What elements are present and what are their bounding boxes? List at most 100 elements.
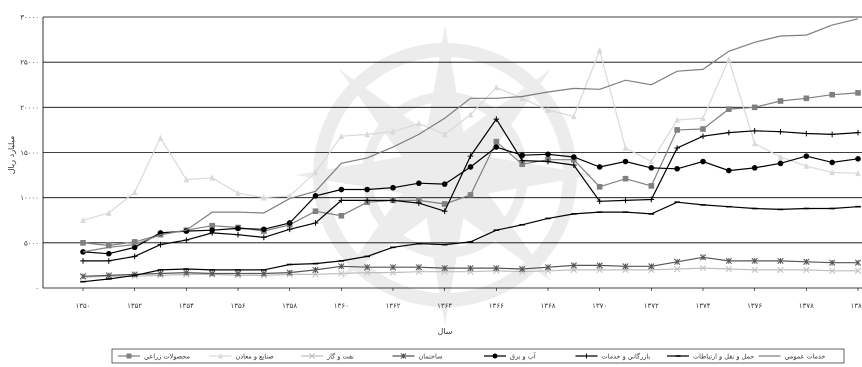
data-point: [364, 131, 370, 138]
x-axis-label: ﺳﺎﻝ: [438, 327, 453, 336]
y-axis-ticks: ۰ ۵۰۰۰ ۱۰۰۰۰ ۱۵۰۰۰ ۲۰۰۰۰ ۲۵۰۰۰ ۳۰۰۰۰: [20, 14, 39, 293]
data-point: [570, 262, 577, 269]
data-point: [364, 186, 370, 193]
data-point: [699, 264, 707, 272]
data-point: [261, 234, 267, 241]
data-point: [777, 266, 784, 274]
data-point: [338, 197, 345, 204]
data-point: [751, 165, 758, 171]
data-point: [674, 145, 680, 151]
data-point: [829, 159, 835, 166]
data-point: [584, 353, 589, 359]
y-tick-label: ۲۰۰۰۰: [20, 104, 39, 112]
data-point: [364, 197, 370, 204]
y-tick-label: ۳۰۰۰۰: [20, 14, 39, 22]
data-point: [312, 193, 319, 199]
data-point: [209, 174, 215, 181]
gridlines: [42, 16, 862, 289]
data-point: [751, 266, 758, 274]
data-point: [338, 270, 345, 277]
data-point: [131, 244, 138, 251]
x-tick-label: ۱۳۸۰: [850, 302, 862, 310]
data-point: [106, 258, 112, 264]
data-point: [829, 267, 836, 274]
data-point: [390, 184, 396, 191]
data-point: [157, 241, 164, 248]
data-point: [622, 197, 629, 204]
legend-item: ﻣﺤﺼﻮﻻﺕ ﺯﺭﺍﻋﻲ: [118, 353, 190, 361]
data-point: [493, 84, 500, 91]
data-point: [312, 220, 319, 226]
legend-item: ﺳﺎﺧﺘﻤﺎﻥ: [392, 353, 443, 361]
data-point: [726, 129, 732, 136]
x-tick-label: ۱۳۶۲: [385, 302, 400, 310]
data-point: [596, 262, 603, 269]
data-point: [131, 188, 138, 196]
data-point: [777, 98, 784, 104]
data-point: [700, 126, 706, 132]
data-point: [570, 266, 577, 274]
data-point: [648, 165, 655, 171]
data-point: [338, 263, 345, 270]
data-point: [571, 154, 577, 160]
x-tick-label: ۱۳۵۴: [179, 302, 194, 310]
legend-label: ﺳﺎﺧﺘﻤﺎﻥ: [419, 353, 443, 361]
data-point: [596, 164, 603, 170]
data-point: [674, 258, 681, 265]
data-point: [829, 131, 835, 138]
data-point: [441, 208, 448, 215]
data-point: [235, 189, 241, 196]
data-point: [855, 90, 861, 96]
x-tick-label: ۱۳۵۲: [127, 302, 142, 310]
x-tick-label: ۱۳۵۸: [282, 302, 297, 310]
series: [79, 254, 862, 280]
data-point: [261, 194, 267, 201]
data-point: [751, 128, 758, 134]
legend-item: ﺣﻤﻞ ﻭ ﻧﻘﻞ ﻭ ﺍﺭﺗﺒﺎﻃﺎﺕ: [667, 353, 754, 361]
legend-item: ﺁﺏ ﻭ ﺑﺮﻕ: [484, 352, 537, 361]
x-tick-label: ۱۳۶۰: [334, 302, 349, 310]
data-point: [803, 153, 810, 159]
data-point: [390, 197, 396, 204]
data-point: [725, 257, 732, 265]
legend-label: ﺧﺪﻣﺎﺕ ﻋﻤﻮﻣﻲ: [785, 353, 826, 361]
data-point: [777, 128, 784, 135]
data-point: [777, 160, 784, 167]
data-point: [338, 132, 345, 140]
data-point: [519, 157, 525, 164]
data-point: [80, 216, 86, 224]
data-point: [829, 259, 836, 266]
data-point: [467, 164, 474, 170]
x-tick-label: ۱۳۷۶: [747, 302, 762, 310]
data-point: [390, 128, 396, 135]
data-point: [441, 264, 448, 272]
x-tick-label: ۱۳۷۰: [592, 302, 607, 310]
data-point: [312, 271, 319, 278]
data-point: [105, 272, 112, 279]
data-point: [131, 271, 138, 278]
data-point: [493, 264, 500, 272]
data-point: [726, 106, 732, 112]
data-point: [338, 212, 345, 219]
series: [80, 201, 861, 283]
data-point: [286, 226, 293, 233]
data-point: [415, 264, 422, 271]
data-point: [260, 270, 267, 277]
data-point: [726, 56, 732, 63]
data-point: [803, 258, 810, 265]
data-point: [674, 265, 681, 273]
data-point: [416, 180, 422, 187]
y-axis-label: ﻣﻴﻠﻴﺎﺭﺩ ﺭﻳﺎﻝ: [7, 136, 16, 175]
data-point: [674, 127, 680, 133]
data-point: [131, 239, 138, 245]
legend-box: [111, 348, 845, 364]
data-point: [622, 263, 629, 270]
legend: ﻣﺤﺼﻮﻻﺕ ﺯﺭﺍﻋﻲ ﺻﻨﺎﻳﻊ ﻭ ﻣﻌﺎﺩﻥ ﻧﻔﺖ ﻭ ﮔﺎﺯ ﺳﺎﺧﺘﻤﺎ…: [111, 348, 845, 364]
data-point: [622, 175, 629, 182]
y-tick-label: ۵۰۰۰: [24, 239, 39, 247]
data-point: [674, 165, 680, 172]
data-point: [700, 114, 706, 121]
data-point: [700, 158, 706, 165]
data-point: [519, 265, 526, 273]
data-point: [79, 273, 87, 280]
